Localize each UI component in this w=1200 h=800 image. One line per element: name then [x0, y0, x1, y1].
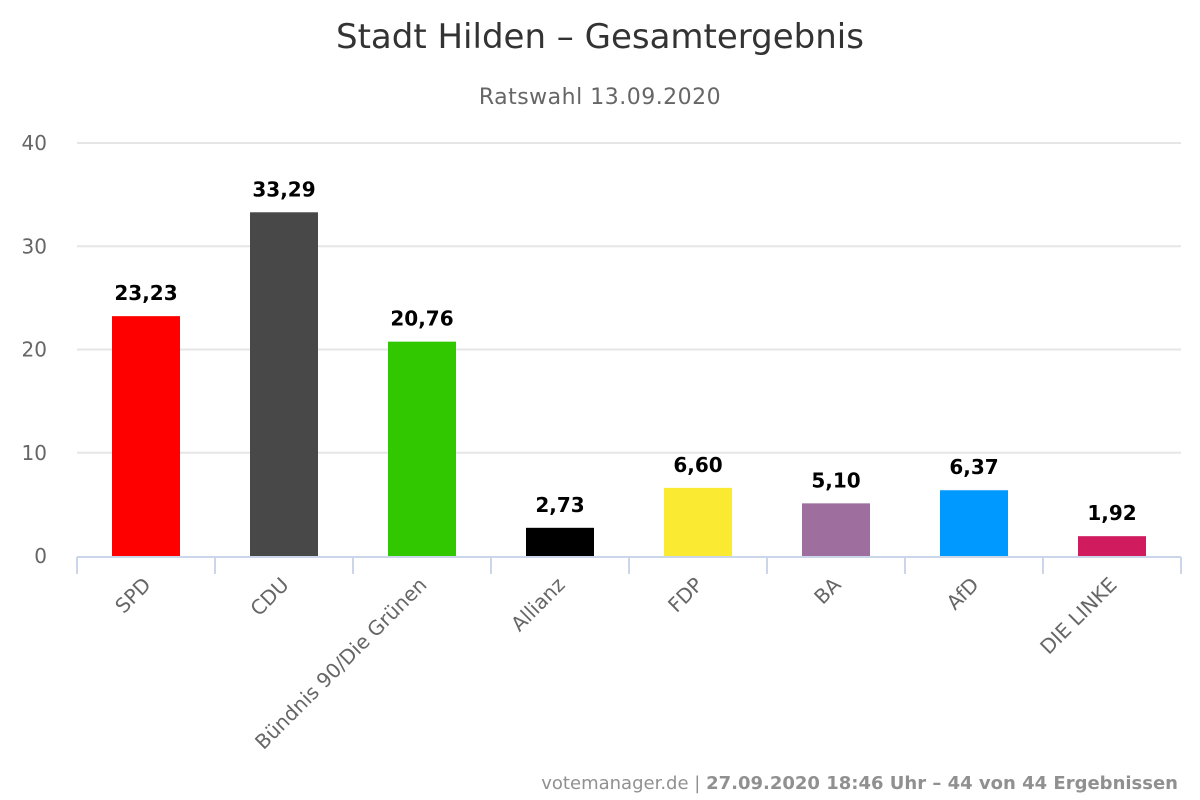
credits-source[interactable]: votemanager.de [541, 773, 688, 794]
credits-separator: | [689, 773, 707, 794]
y-tick-label: 20 [22, 338, 47, 362]
data-label: 20,76 [390, 307, 453, 331]
bar-4[interactable] [664, 487, 732, 556]
bar-7[interactable] [1078, 536, 1146, 556]
bar-6[interactable] [940, 490, 1008, 556]
credits-status: 27.09.2020 18:46 Uhr – 44 von 44 Ergebni… [706, 773, 1178, 794]
x-tick-label: AfD [942, 573, 984, 615]
x-tick-label: DIE LINKE [1035, 573, 1121, 659]
data-label: 1,92 [1087, 501, 1136, 525]
x-tick-label: BA [809, 572, 846, 609]
data-label: 23,23 [114, 281, 177, 305]
x-tick-label: CDU [245, 573, 293, 621]
data-label: 33,29 [252, 177, 315, 201]
chart-subtitle: Ratswahl 13.09.2020 [479, 85, 721, 110]
bar-3[interactable] [526, 527, 594, 556]
bar-1[interactable] [250, 212, 318, 556]
bar-2[interactable] [388, 341, 456, 556]
x-tick-label: Allianz [506, 573, 569, 636]
data-label: 5,10 [811, 468, 860, 492]
x-tick-label: FDP [663, 573, 708, 618]
x-tick-label: SPD [110, 573, 155, 618]
y-tick-label: 0 [34, 544, 47, 568]
y-tick-label: 10 [22, 441, 47, 465]
gridlines [77, 142, 1181, 454]
credits[interactable]: votemanager.de | 27.09.2020 18:46 Uhr – … [541, 773, 1178, 794]
chart-title: Stadt Hilden – Gesamtergebnis [336, 17, 864, 57]
bar-0[interactable] [112, 316, 180, 556]
y-tick-label: 40 [22, 131, 47, 155]
data-label: 6,60 [673, 453, 722, 477]
bar-5[interactable] [802, 503, 870, 556]
y-tick-label: 30 [22, 234, 47, 258]
data-label: 2,73 [535, 493, 584, 517]
y-axis: 0 10 20 30 40 [22, 131, 47, 568]
bar-series: 23,23 33,29 20,76 2,73 6,60 5,10 6,37 1,92 [112, 177, 1146, 556]
data-label: 6,37 [949, 455, 998, 479]
